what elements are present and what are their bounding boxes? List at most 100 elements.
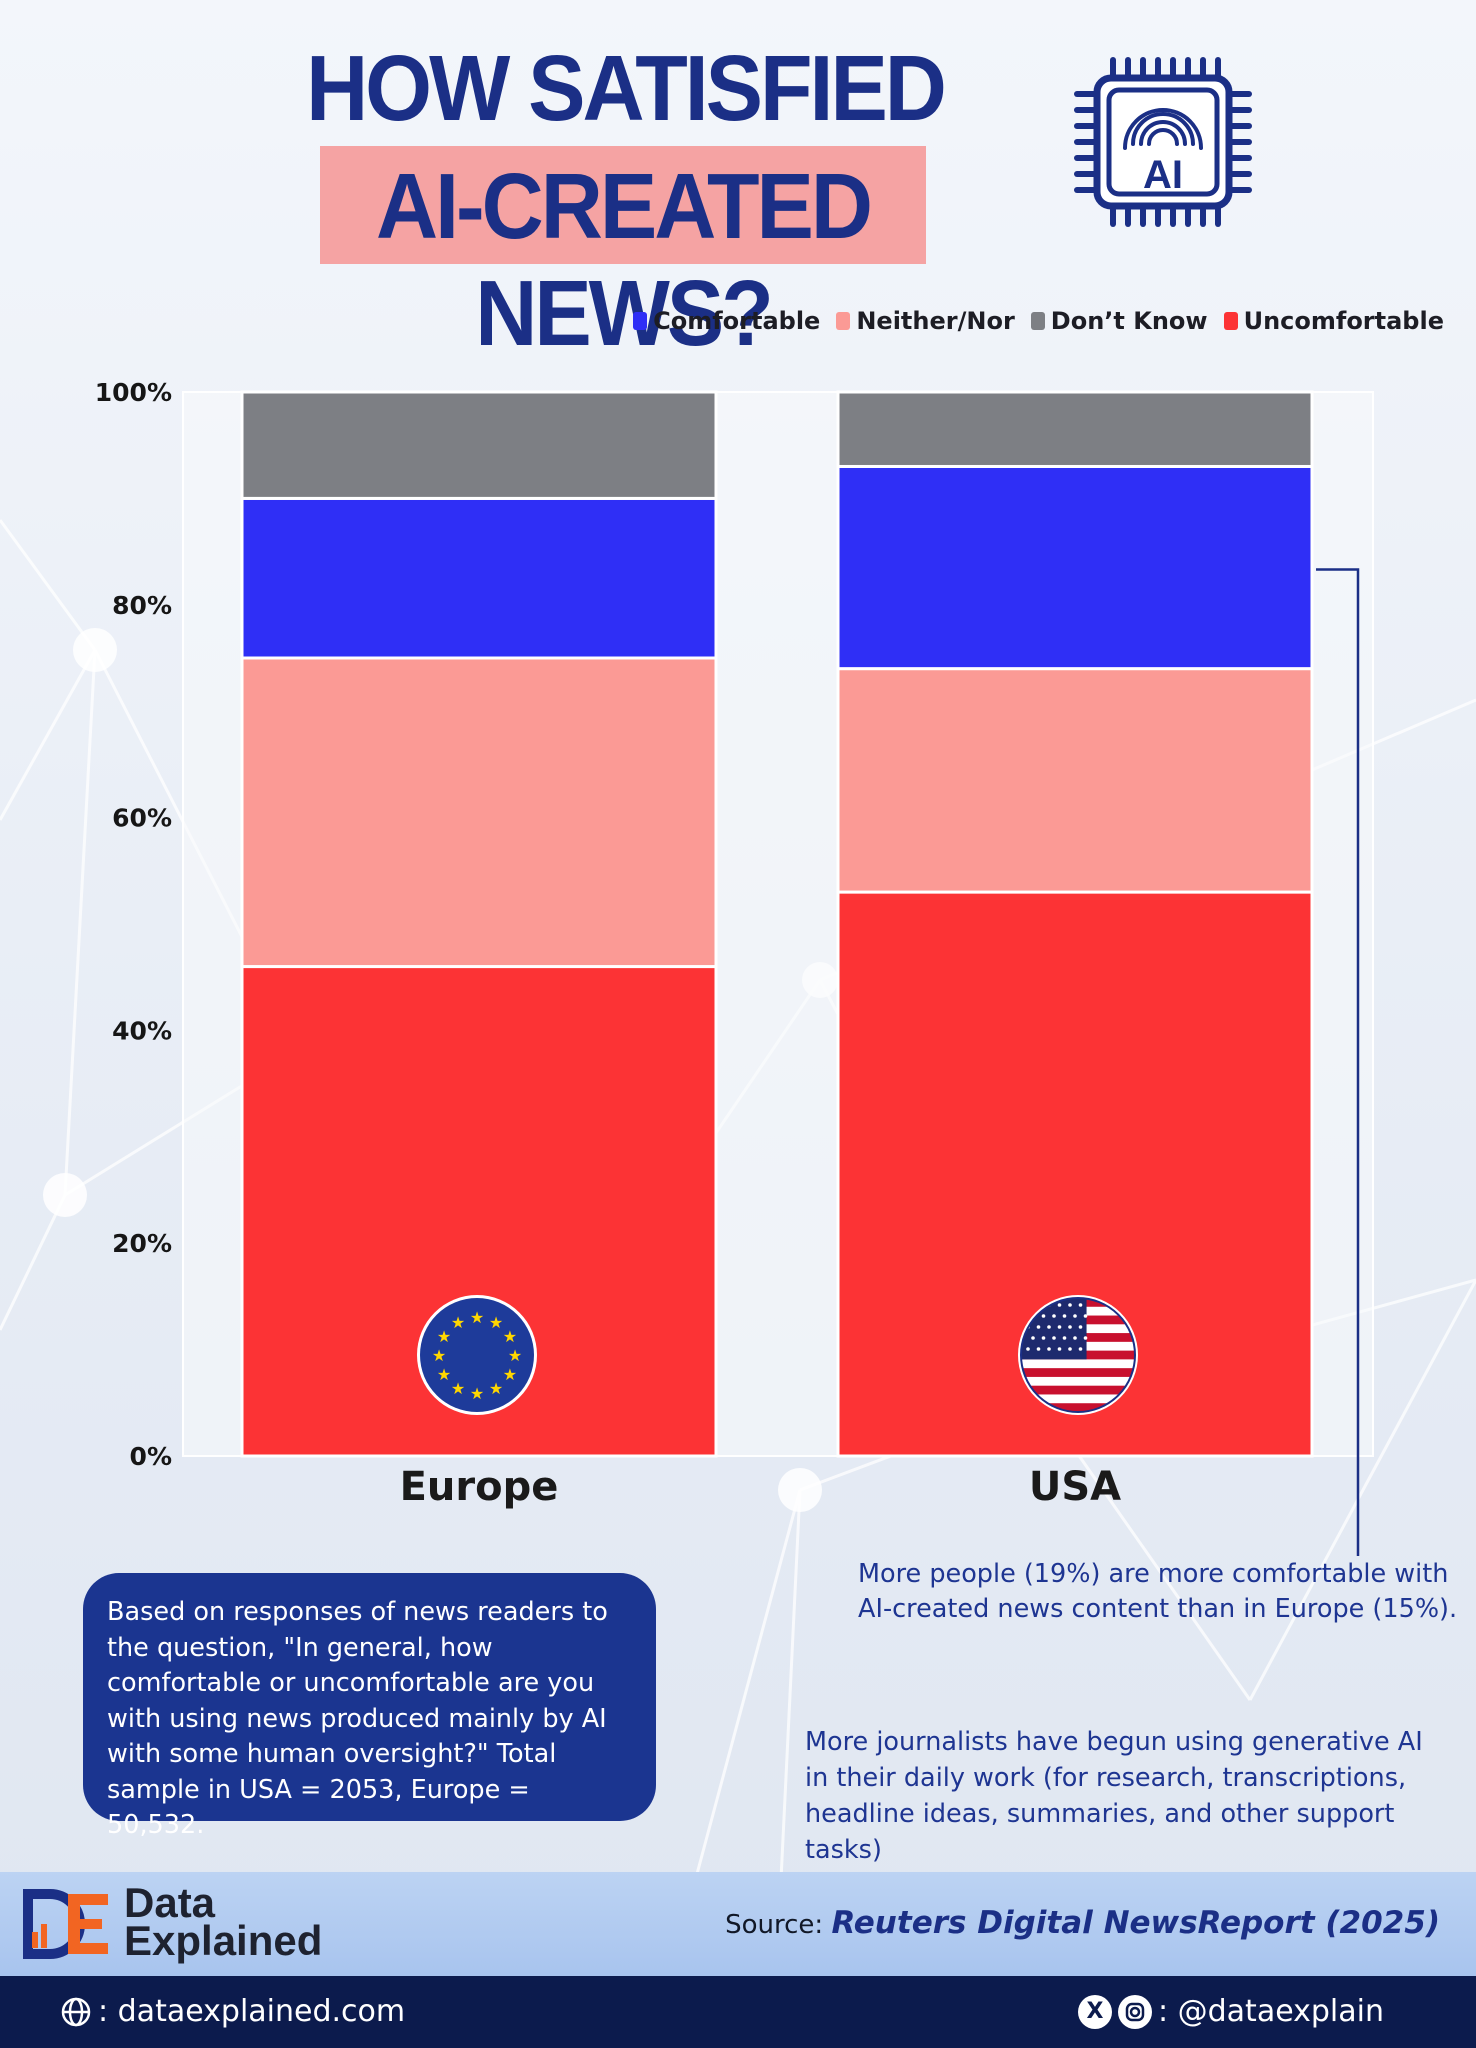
y-tick-label: 60% — [112, 804, 172, 833]
website-text: : dataexplained.com — [98, 1994, 406, 2029]
bar-segment — [836, 667, 1314, 894]
ai-chip-icon: AI — [1074, 57, 1252, 227]
us-flag-outline — [1020, 1297, 1136, 1413]
legend: Comfortable Neither/Nor Don’t Know Uncom… — [633, 307, 1444, 335]
us-flag-star — [1041, 1314, 1046, 1318]
bar-segment — [240, 656, 718, 969]
us-flag-star — [1062, 1314, 1067, 1318]
y-tick-label: 0% — [130, 1442, 172, 1471]
website-link[interactable]: : dataexplained.com — [60, 1994, 405, 2029]
y-tick-label: 20% — [112, 1229, 172, 1258]
us-flag-star — [1083, 1336, 1088, 1340]
x-category-label: Europe — [400, 1464, 559, 1510]
annotation-connector — [1316, 568, 1360, 1556]
us-flag-star — [1036, 1325, 1041, 1329]
eu-flag-star: ★ — [470, 1308, 484, 1327]
title-line-2: AI-CREATED NEWS? — [376, 155, 873, 366]
bar-segment — [240, 496, 718, 660]
us-flag-star — [1083, 1314, 1088, 1318]
comfort-annotation: More people (19%) are more comfortable w… — [858, 1557, 1458, 1627]
us-flag-star — [1078, 1303, 1083, 1307]
legend-label-uncomfortable: Uncomfortable — [1243, 307, 1444, 335]
ai-chip-label: AI — [1143, 153, 1183, 197]
stacked-bar-chart: 0%20%40%60%80%100%Europe USA★ ★★★★★★★★★★★ — [94, 378, 1360, 1556]
legend-swatch-neither-nor — [836, 312, 851, 330]
us-flag-star — [1036, 1347, 1041, 1351]
us-flag-icon — [1021, 1298, 1135, 1412]
eu-flag-star: ★ — [489, 1379, 503, 1398]
us-flag-stripe — [1021, 1385, 1135, 1395]
bar-segment — [836, 390, 1314, 468]
eu-flag-star: ★ — [432, 1346, 446, 1365]
eu-flag-star: ★ — [503, 1365, 517, 1384]
us-flag-star — [1052, 1314, 1056, 1318]
eu-flag-icon — [420, 1298, 534, 1412]
journalists-annotation-line-1: More journalists have begun using genera… — [805, 1727, 1423, 1757]
legend-label-comfortable: Comfortable — [653, 307, 821, 335]
journalists-annotation-line-3: headline ideas, summaries, and other sup… — [805, 1799, 1395, 1865]
us-flag-star — [1041, 1336, 1046, 1340]
y-tick-label: 100% — [95, 378, 172, 407]
brand-line-1: Data — [124, 1879, 216, 1926]
legend-label-neither-nor: Neither/Nor — [856, 307, 1015, 335]
us-flag-star — [1078, 1325, 1083, 1329]
us-flag-star — [1047, 1347, 1051, 1351]
us-flag-star — [1073, 1336, 1077, 1340]
us-flag-star — [1057, 1347, 1062, 1351]
legend-item-neither-nor: Neither/Nor — [836, 307, 1015, 335]
x-category-label: USA — [1029, 1464, 1121, 1510]
method-note: Based on responses of news readers to th… — [83, 1573, 656, 1840]
us-flag-star — [1073, 1314, 1077, 1318]
us-flag-star — [1057, 1303, 1062, 1307]
data-explained-logo-icon — [23, 1889, 108, 1959]
eu-flag-star: ★ — [437, 1365, 451, 1384]
legend-item-uncomfortable: Uncomfortable — [1223, 307, 1444, 335]
instagram-icon — [1117, 1994, 1152, 2029]
source-prefix: Source: — [725, 1910, 824, 1940]
journalists-annotation: More journalists have begun using genera… — [805, 1724, 1465, 1868]
us-flag-star — [1068, 1325, 1072, 1329]
us-flag-stripe — [1021, 1376, 1135, 1387]
footer-band — [0, 1872, 1476, 1976]
comfort-annotation-line-2: AI-created news content than in Europe (… — [858, 1594, 1458, 1624]
us-flag-stripe — [1021, 1368, 1135, 1378]
bottom-bar: : dataexplained.com X : @dataexplain — [0, 1976, 1476, 2048]
legend-item-dont-know: Don’t Know — [1030, 307, 1208, 335]
us-flag-stripe — [1021, 1403, 1135, 1412]
us-flag-star — [1068, 1303, 1072, 1307]
social-handle-text: : @dataexplain — [1157, 1994, 1384, 2029]
eu-flag-star: ★ — [451, 1313, 465, 1332]
legend-swatch-uncomfortable — [1223, 312, 1238, 330]
brand-line-2: Explained — [124, 1917, 323, 1964]
eu-flag-star: ★ — [508, 1346, 522, 1365]
y-tick-label: 80% — [112, 591, 172, 620]
source-credit: Source: Reuters Digital NewsReport (2025… — [725, 1905, 1440, 1941]
journalists-annotation-line-2: in their daily work (for research, trans… — [805, 1763, 1407, 1793]
us-flag-star — [1026, 1347, 1030, 1351]
us-flag-stripe — [1021, 1394, 1135, 1404]
y-tick-label: 40% — [112, 1016, 172, 1045]
us-flag-star — [1068, 1347, 1072, 1351]
social-handle[interactable]: X : @dataexplain — [1077, 1994, 1384, 2029]
us-flag-star — [1031, 1336, 1035, 1340]
comfort-annotation-line-1: More people (19%) are more comfortable w… — [858, 1559, 1449, 1589]
legend-swatch-comfortable — [633, 312, 648, 330]
globe-icon — [61, 1997, 91, 2026]
source-name: Reuters Digital NewsReport (2025) — [831, 1905, 1440, 1941]
legend-swatch-dont-know — [1030, 312, 1045, 330]
legend-item-comfortable: Comfortable — [633, 307, 820, 335]
bar-segment — [836, 464, 1314, 671]
us-flag-star — [1078, 1347, 1083, 1351]
eu-flag-star: ★ — [470, 1384, 484, 1403]
us-flag-star — [1057, 1325, 1062, 1329]
us-flag-stripe — [1021, 1359, 1135, 1369]
us-flag-star — [1052, 1336, 1056, 1340]
bar-segment — [240, 390, 718, 500]
legend-label-dont-know: Don’t Know — [1050, 307, 1208, 335]
us-flag-star — [1047, 1325, 1051, 1329]
eu-flag-star: ★ — [451, 1379, 465, 1398]
eu-flag-star: ★ — [503, 1327, 517, 1346]
us-flag-star — [1062, 1336, 1067, 1340]
brand-name: Data Explained — [124, 1879, 323, 1964]
x-logo-icon: X — [1077, 1994, 1112, 2029]
